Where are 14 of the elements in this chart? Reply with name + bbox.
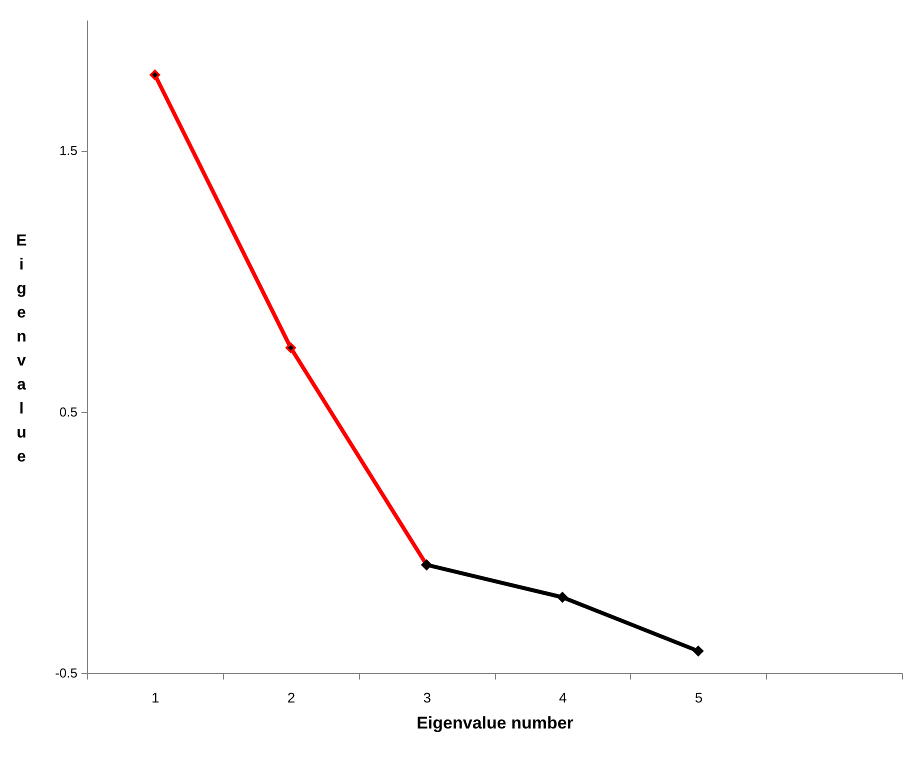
x-tick-label: 2 [287, 690, 296, 706]
point [557, 592, 568, 602]
x-tick-label: 4 [559, 690, 568, 706]
point [150, 70, 160, 80]
y-tick-label: 1.5 [59, 143, 78, 158]
x-tick-label: 3 [423, 690, 432, 706]
x-tick-label: 5 [694, 690, 703, 706]
x-axis-title: Eigenvalue number [416, 714, 574, 732]
y-tick-label: 0.5 [59, 404, 78, 420]
text: Eigenvalue [16, 232, 27, 466]
x-tick-label: 1 [152, 690, 160, 706]
point [693, 646, 704, 656]
point [286, 342, 296, 353]
y-tick-label: -0.5 [55, 666, 78, 680]
